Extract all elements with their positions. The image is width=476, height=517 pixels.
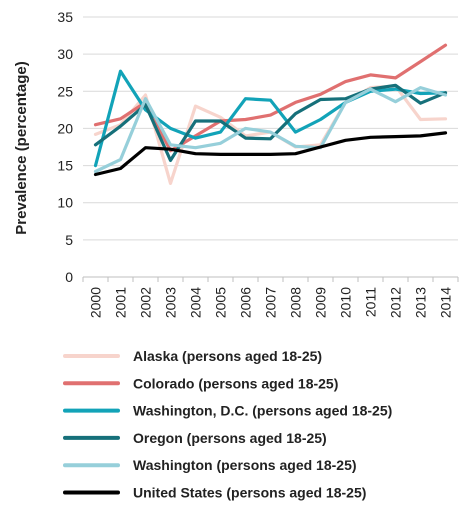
y-tick-label: 5 <box>65 232 73 248</box>
legend-label: United States (persons aged 18-25) <box>133 485 366 501</box>
series-line-3 <box>93 83 448 162</box>
x-tick-label: 2013 <box>413 287 429 318</box>
x-tick-label: 2007 <box>263 287 279 318</box>
y-tick-label: 0 <box>65 269 73 285</box>
y-tick-label: 30 <box>57 46 73 62</box>
y-tick-label: 25 <box>57 83 73 99</box>
legend-label: Washington, D.C. (persons aged 18-25) <box>133 403 392 419</box>
x-tick-label: 2006 <box>238 287 254 318</box>
series-lines <box>93 43 448 185</box>
x-tick-label: 2000 <box>88 287 104 318</box>
legend-label: Alaska (persons aged 18-25) <box>133 348 322 364</box>
x-tick-label: 2010 <box>338 287 354 318</box>
y-tick-label: 35 <box>57 9 73 25</box>
x-tick-label: 2012 <box>388 287 404 318</box>
series-line-5 <box>93 131 448 177</box>
legend-label: Colorado (persons aged 18-25) <box>133 375 338 391</box>
gridlines <box>83 16 458 241</box>
x-tick-label: 2014 <box>438 287 454 318</box>
x-tick-label: 2011 <box>363 287 379 317</box>
legend-label: Washington (persons aged 18-25) <box>133 457 357 473</box>
x-tick-label: 2009 <box>313 287 329 318</box>
x-tick-label: 2003 <box>163 287 179 318</box>
x-tick-label: 2008 <box>288 287 304 318</box>
y-axis-title: Prevalence (percentage) <box>13 61 30 234</box>
tick-labels: 0 5 10 15 20 25 30 35 2000 2001 2002 2003 2004 2005 20… <box>57 9 453 318</box>
axes <box>82 276 459 282</box>
x-tick-label: 2001 <box>113 287 129 318</box>
series-line-4 <box>93 85 448 174</box>
y-tick-label: 20 <box>57 120 73 136</box>
x-tick-label: 2002 <box>138 287 154 318</box>
legend-label: Oregon (persons aged 18-25) <box>133 430 327 446</box>
y-tick-label: 15 <box>57 158 73 174</box>
x-tick-label: 2004 <box>188 287 204 318</box>
legend: Alaska (persons aged 18-25) Colorado (per… <box>63 348 392 501</box>
series-line-1 <box>93 43 448 153</box>
y-tick-label: 10 <box>57 195 73 211</box>
x-tick-label: 2005 <box>213 287 229 318</box>
